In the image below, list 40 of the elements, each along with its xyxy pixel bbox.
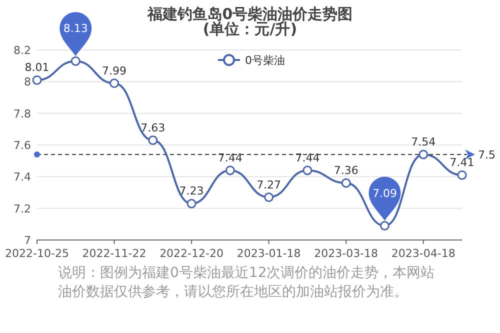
annotation: 7.09 [372, 186, 397, 200]
point [70, 56, 80, 66]
text: 说明：图例为福建0号柴油最近12次调价的油价走势，本网站油价数据仅供参考，请以您所在地区的加油站报价为准。 [58, 264, 436, 302]
y-tick-label: 8.2 [14, 44, 31, 57]
point [457, 170, 467, 180]
data-label: 7.99 [102, 64, 127, 78]
y-tick-label: 7.2 [14, 202, 31, 216]
point [110, 78, 120, 88]
x-tick-label: 2022-11-22 [82, 247, 146, 260]
data-label: 7.36 [334, 164, 358, 177]
x-tick-label: 2022-12-20 [160, 247, 224, 260]
y-tick-label: 7 [24, 234, 31, 247]
y-tick-label: 7.4 [14, 170, 31, 184]
point [380, 221, 390, 230]
x-tick-label: 2022-10-25 [5, 247, 69, 260]
x-tick-label: 2023-01-18 [236, 247, 301, 260]
point [341, 178, 351, 188]
data-label: 8.01 [24, 61, 50, 74]
point [302, 166, 312, 176]
chart-subtitle: (单位：元/升) [202, 20, 298, 38]
point [32, 75, 42, 85]
point [186, 198, 196, 208]
y-tick-label: 8 [24, 76, 31, 89]
ref-line-label: 7.5 [478, 148, 496, 162]
point [148, 136, 158, 145]
legend-label: 0号柴油 [245, 54, 285, 67]
data-label: 7.54 [411, 136, 436, 148]
data-label: 7.27 [256, 178, 282, 192]
chart-title: 福建钓鱼岛0号柴油油价走势图 [146, 5, 353, 23]
x-tick-label: 2023-03-18 [314, 247, 378, 260]
point [264, 192, 274, 202]
data-label: 7.23 [179, 184, 204, 198]
y-tick-label: 7.8 [14, 107, 31, 120]
point [225, 166, 235, 176]
data-label: 7.41 [450, 156, 474, 170]
point [418, 150, 428, 160]
x-tick-label: 2023-04-18 [391, 247, 456, 260]
annotation: 8.13 [63, 22, 88, 36]
y-tick-label: 7.6 [14, 139, 31, 152]
data-label: 7.63 [140, 121, 166, 134]
